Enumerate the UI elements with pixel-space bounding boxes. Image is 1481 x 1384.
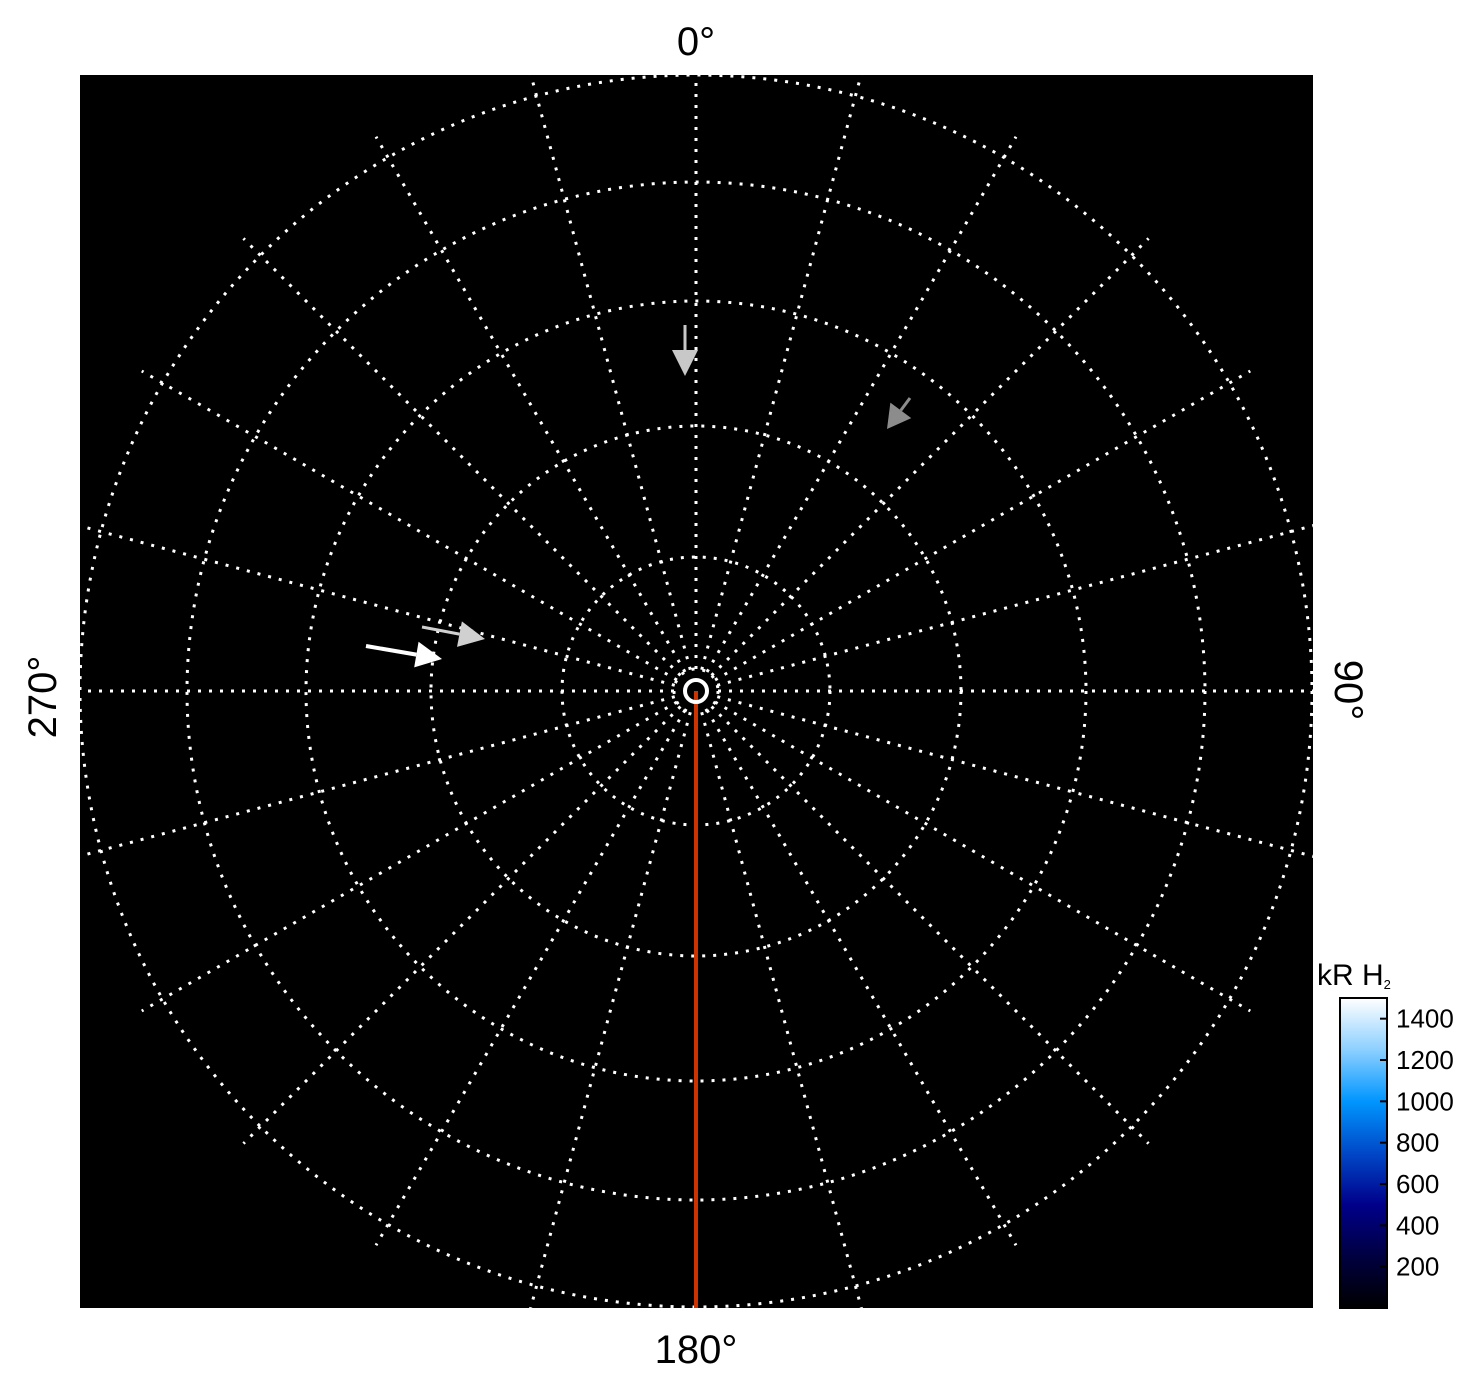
grid-spoke [529, 75, 692, 671]
colorbar-tick-label: 400 [1396, 1210, 1439, 1240]
arrow [672, 325, 698, 376]
grid-spoke [714, 369, 1252, 682]
grid-spoke [705, 709, 1018, 1247]
grid-spoke [140, 369, 678, 682]
grid-spoke [242, 705, 682, 1145]
grid-spoke [529, 711, 692, 1308]
colorbar-tick-label: 200 [1396, 1252, 1439, 1282]
grid-spoke [716, 695, 1313, 858]
colorbar-tick-label: 1400 [1396, 1004, 1454, 1034]
grid-spoke [710, 705, 1150, 1145]
arrow [421, 621, 485, 647]
grid-ring [304, 299, 1088, 1083]
angle-label-0: 0° [677, 20, 715, 64]
grid-spoke [705, 135, 1018, 673]
colorbar: kR H2 200 400 600 800 1000 1200 1400 [1317, 959, 1454, 1309]
colorbar-tick-label: 600 [1396, 1169, 1439, 1199]
colorbar-title: kR H2 [1317, 959, 1391, 992]
colorbar-tick-label: 800 [1396, 1128, 1439, 1158]
grid-spoke [700, 75, 863, 671]
grid-spoke [80, 695, 676, 858]
grid-spoke [714, 700, 1252, 1013]
angle-label-180: 180° [655, 1328, 738, 1372]
arrow [365, 641, 442, 668]
arrows [365, 325, 912, 668]
colorbar-gradient [1339, 997, 1388, 1309]
colorbar-tick-label: 1000 [1396, 1086, 1454, 1116]
grid-spoke [700, 711, 863, 1308]
grid-spoke [140, 700, 678, 1013]
arrow [887, 397, 912, 429]
grid-spoke [242, 237, 682, 677]
grid-spoke [374, 709, 687, 1247]
grid-spoke [710, 237, 1150, 677]
pole-marker [683, 678, 709, 704]
angle-label-90: 90° [1326, 660, 1370, 721]
grid-spoke [374, 135, 687, 673]
grid-spoke [716, 524, 1313, 687]
grid-spoke [80, 524, 676, 687]
angle-label-270: 270° [21, 656, 65, 739]
colorbar-tick-label: 1200 [1396, 1045, 1454, 1075]
